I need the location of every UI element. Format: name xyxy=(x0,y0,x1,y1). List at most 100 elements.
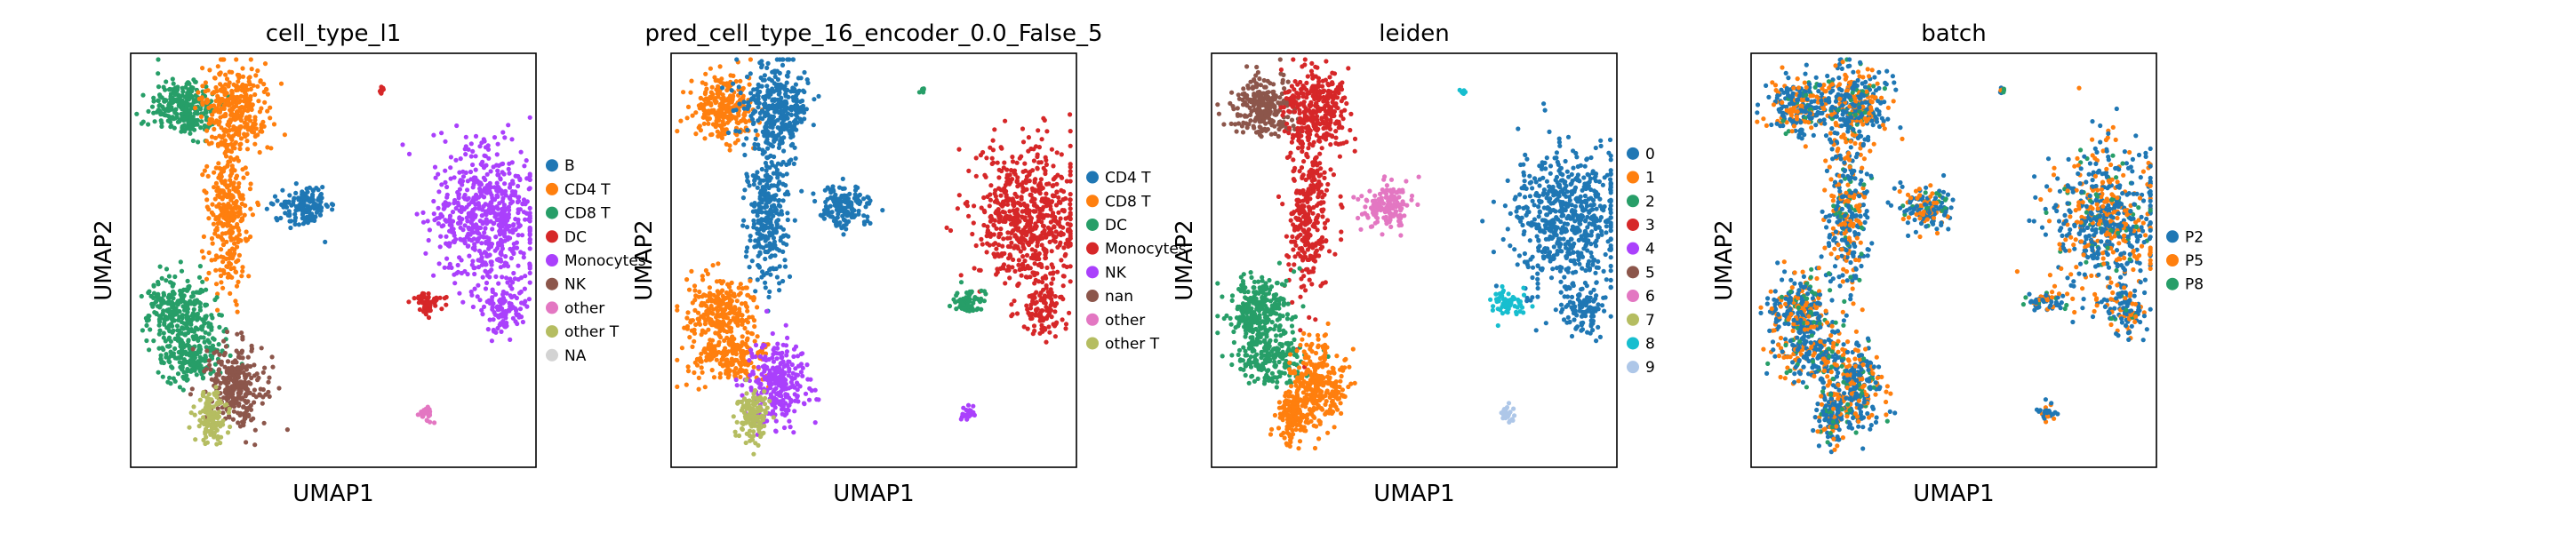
data-point xyxy=(444,234,449,239)
data-point xyxy=(725,120,731,125)
data-point xyxy=(473,167,478,172)
data-point xyxy=(776,145,782,150)
data-point xyxy=(249,103,254,108)
data-point xyxy=(480,207,485,212)
data-point xyxy=(212,76,218,81)
data-point xyxy=(230,417,236,422)
data-point xyxy=(180,107,185,112)
data-point xyxy=(510,179,516,184)
data-point xyxy=(208,346,213,352)
data-point xyxy=(760,269,765,274)
data-point xyxy=(777,70,782,76)
data-point xyxy=(213,217,219,222)
data-point xyxy=(231,409,236,414)
data-point xyxy=(1043,171,1048,177)
data-point xyxy=(494,193,500,198)
data-point xyxy=(259,346,264,351)
data-point xyxy=(731,315,736,321)
data-point xyxy=(1012,298,1017,304)
data-point xyxy=(164,354,169,360)
data-point xyxy=(1037,292,1043,298)
data-point xyxy=(156,57,161,62)
data-point xyxy=(996,175,1002,180)
legend-marker xyxy=(546,325,558,338)
data-point xyxy=(725,130,732,136)
data-point xyxy=(492,185,497,190)
data-point xyxy=(783,183,788,188)
data-point xyxy=(459,258,464,263)
data-point xyxy=(196,299,202,305)
data-point xyxy=(973,243,979,249)
data-point xyxy=(981,195,987,201)
data-point xyxy=(492,329,497,334)
data-point xyxy=(247,82,252,87)
data-point xyxy=(675,304,680,309)
legend-marker xyxy=(546,254,558,266)
data-point xyxy=(761,101,767,107)
data-point xyxy=(252,91,258,98)
data-point xyxy=(291,202,296,207)
data-point xyxy=(205,421,211,426)
data-point xyxy=(724,352,730,357)
legend-label: other xyxy=(564,299,604,317)
data-point xyxy=(1042,196,1047,202)
data-point xyxy=(196,359,201,364)
data-point xyxy=(697,289,702,295)
data-point xyxy=(1035,235,1040,241)
legend-marker xyxy=(546,230,558,243)
data-point xyxy=(177,314,182,320)
data-point xyxy=(1061,245,1067,251)
data-point xyxy=(179,330,184,336)
data-point xyxy=(177,385,182,390)
data-point xyxy=(236,401,242,406)
data-point xyxy=(197,264,203,269)
data-point xyxy=(485,327,491,332)
data-point xyxy=(214,295,220,300)
data-point xyxy=(772,74,778,79)
data-point xyxy=(1054,181,1060,187)
data-point xyxy=(169,316,174,322)
data-point xyxy=(158,118,164,123)
data-point xyxy=(745,179,751,185)
data-point xyxy=(1007,275,1012,281)
data-point xyxy=(724,81,730,86)
data-point xyxy=(479,140,484,146)
data-point xyxy=(729,88,734,93)
data-point xyxy=(716,261,721,266)
data-point xyxy=(516,224,522,229)
data-point xyxy=(985,224,990,229)
data-point xyxy=(244,389,250,394)
data-point xyxy=(247,187,253,192)
data-point xyxy=(1064,179,1069,184)
data-point xyxy=(456,195,461,201)
data-point xyxy=(812,97,817,102)
data-point xyxy=(966,168,972,173)
data-point xyxy=(685,364,691,370)
data-point xyxy=(415,412,420,418)
data-point xyxy=(220,202,226,207)
data-point xyxy=(204,402,209,408)
data-point xyxy=(755,185,760,190)
data-point xyxy=(1036,128,1041,133)
data-point xyxy=(502,181,508,187)
data-point xyxy=(1060,283,1066,289)
data-point xyxy=(1009,240,1014,245)
data-point xyxy=(1042,297,1047,302)
data-point xyxy=(180,99,186,105)
data-point xyxy=(206,250,212,256)
data-point xyxy=(1011,208,1016,213)
data-point xyxy=(484,239,489,244)
data-point xyxy=(236,279,241,284)
data-point xyxy=(226,366,231,371)
data-point xyxy=(1051,211,1056,216)
data-point xyxy=(166,274,172,279)
data-point xyxy=(703,303,709,308)
data-point xyxy=(1002,160,1007,165)
data-point xyxy=(1018,203,1023,208)
data-point xyxy=(159,123,164,129)
data-point xyxy=(771,102,776,108)
data-point xyxy=(717,375,723,380)
data-point xyxy=(704,115,709,121)
data-point xyxy=(790,95,796,100)
data-point xyxy=(700,80,705,85)
